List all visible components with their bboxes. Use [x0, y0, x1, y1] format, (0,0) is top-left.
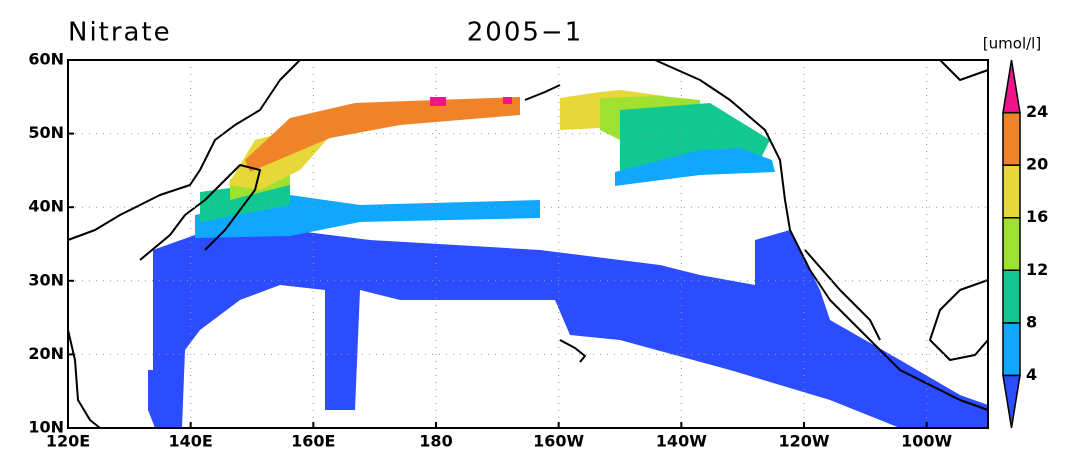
colorbar-tick-label: 8	[1026, 312, 1037, 331]
colorbar-tick-label: 16	[1026, 207, 1048, 226]
y-tick-label: 50N	[28, 123, 64, 142]
y-tick-label: 20N	[28, 344, 64, 363]
colorbar-segment	[1002, 164, 1021, 219]
x-tick-label: 120E	[46, 432, 90, 451]
x-tick-label: 160W	[533, 432, 584, 451]
coastline	[654, 59, 989, 411]
coastline	[139, 164, 261, 261]
coastline	[559, 339, 586, 363]
x-tick-label: 140E	[169, 432, 213, 451]
coastline	[67, 59, 989, 429]
colorbar-tick-label: 4	[1026, 365, 1037, 384]
y-tick-label: 10N	[28, 418, 64, 437]
coastline	[939, 59, 989, 81]
colorbar-tick-label: 24	[1026, 102, 1048, 121]
chart-subtitle: 2005−1	[467, 18, 584, 48]
chart-title: Nitrate	[68, 18, 172, 48]
colorbar-tick-label: 12	[1026, 260, 1048, 279]
colorbar-segment	[1002, 111, 1021, 166]
contour-fill	[148, 90, 988, 428]
coastline	[929, 279, 989, 361]
coastline	[67, 329, 101, 429]
colorbar-tick-label: 20	[1026, 155, 1048, 174]
colorbar-segment	[1002, 322, 1021, 377]
colorbar-segment	[1002, 59, 1021, 114]
region	[503, 97, 512, 104]
coastline	[804, 249, 881, 341]
coastline	[67, 59, 301, 241]
colorbar-segment	[1002, 269, 1021, 324]
y-tick-label: 60N	[28, 50, 64, 69]
map-frame	[67, 59, 989, 429]
region	[615, 148, 775, 186]
region	[148, 230, 988, 428]
y-tick-label: 40N	[28, 197, 64, 216]
region	[430, 97, 446, 106]
coastline	[524, 84, 561, 101]
colorbar-segment	[1002, 374, 1021, 429]
x-tick-label: 120W	[778, 432, 829, 451]
region	[245, 97, 520, 172]
x-tick-label: 160E	[291, 432, 335, 451]
colorbar-label: [umol/l]	[983, 35, 1041, 53]
x-tick-label: 180	[419, 432, 452, 451]
colorbar-segment	[1002, 216, 1021, 272]
x-tick-label: 100W	[901, 432, 952, 451]
x-tick-label: 140W	[656, 432, 707, 451]
y-tick-label: 30N	[28, 270, 64, 289]
